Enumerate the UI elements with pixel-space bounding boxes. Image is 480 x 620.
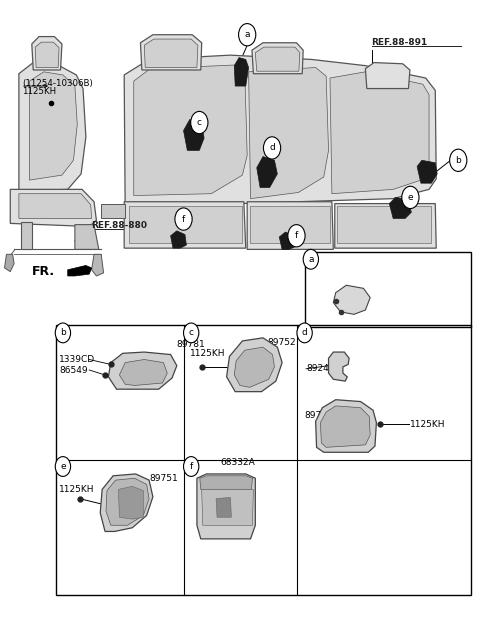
Polygon shape — [330, 72, 429, 193]
Polygon shape — [10, 189, 96, 226]
Polygon shape — [32, 37, 62, 70]
Polygon shape — [333, 285, 370, 314]
Text: REF.88-891: REF.88-891 — [372, 38, 428, 47]
Text: 1339CD: 1339CD — [59, 355, 95, 364]
Polygon shape — [68, 265, 92, 276]
Polygon shape — [120, 360, 167, 386]
Polygon shape — [29, 72, 77, 180]
Text: FR.: FR. — [32, 265, 55, 278]
Polygon shape — [316, 400, 376, 452]
Polygon shape — [21, 222, 32, 249]
Text: c: c — [197, 118, 202, 127]
Circle shape — [191, 112, 208, 134]
Text: 1125KH: 1125KH — [190, 349, 225, 358]
Polygon shape — [35, 42, 59, 68]
Circle shape — [183, 456, 199, 476]
Circle shape — [450, 149, 467, 172]
Text: a: a — [244, 30, 250, 39]
Text: b: b — [60, 329, 66, 337]
Text: e: e — [60, 462, 66, 471]
Circle shape — [55, 323, 71, 343]
Polygon shape — [234, 58, 249, 86]
Polygon shape — [183, 120, 204, 151]
Text: d: d — [269, 143, 275, 153]
Polygon shape — [336, 206, 432, 243]
Polygon shape — [321, 406, 370, 448]
Text: 68332A: 68332A — [220, 458, 255, 467]
Circle shape — [288, 224, 305, 247]
Text: b: b — [456, 156, 461, 165]
Polygon shape — [75, 224, 99, 249]
Text: f: f — [295, 231, 298, 241]
Polygon shape — [335, 203, 436, 248]
Polygon shape — [144, 39, 198, 68]
Circle shape — [239, 24, 256, 46]
Polygon shape — [134, 65, 247, 195]
Text: f: f — [190, 462, 193, 471]
Text: d: d — [302, 329, 308, 337]
Text: 1125KH: 1125KH — [59, 485, 95, 494]
Circle shape — [183, 323, 199, 343]
Circle shape — [264, 137, 281, 159]
Polygon shape — [92, 254, 104, 276]
Polygon shape — [197, 474, 255, 539]
Polygon shape — [119, 486, 144, 519]
Polygon shape — [100, 474, 153, 531]
Polygon shape — [255, 47, 300, 71]
Polygon shape — [202, 489, 253, 525]
Text: 86549: 86549 — [396, 303, 424, 311]
Polygon shape — [365, 63, 410, 89]
Polygon shape — [389, 197, 411, 218]
Polygon shape — [247, 202, 333, 249]
Polygon shape — [200, 476, 252, 489]
Polygon shape — [257, 157, 277, 187]
Polygon shape — [279, 232, 295, 249]
Polygon shape — [216, 497, 231, 517]
Polygon shape — [141, 35, 202, 70]
Polygon shape — [106, 478, 149, 525]
Text: e: e — [408, 193, 413, 202]
FancyBboxPatch shape — [305, 252, 471, 327]
Circle shape — [55, 456, 71, 476]
Text: REF.88-880: REF.88-880 — [91, 221, 147, 231]
Polygon shape — [227, 338, 282, 392]
Text: 89752: 89752 — [268, 339, 296, 347]
Circle shape — [303, 249, 319, 269]
Text: a: a — [308, 255, 313, 264]
Polygon shape — [170, 231, 186, 248]
Text: 89751: 89751 — [149, 474, 178, 483]
Polygon shape — [124, 55, 436, 203]
Text: 1125KH: 1125KH — [22, 87, 56, 96]
Polygon shape — [101, 203, 125, 218]
Polygon shape — [4, 254, 14, 272]
Text: 89244: 89244 — [306, 365, 335, 373]
Text: f: f — [182, 215, 185, 224]
Text: (11254-10306B): (11254-10306B) — [22, 79, 93, 88]
Circle shape — [175, 208, 192, 230]
Text: 1339CD: 1339CD — [396, 289, 432, 298]
Polygon shape — [234, 347, 275, 388]
Polygon shape — [252, 43, 303, 74]
Text: c: c — [189, 329, 194, 337]
Polygon shape — [129, 206, 242, 243]
Text: 89782: 89782 — [317, 261, 345, 270]
Text: 1125KH: 1125KH — [410, 420, 445, 429]
Text: 89781: 89781 — [177, 340, 205, 349]
Circle shape — [297, 323, 312, 343]
Circle shape — [402, 186, 419, 208]
Text: 86549: 86549 — [59, 366, 88, 374]
Polygon shape — [328, 352, 349, 381]
Polygon shape — [19, 63, 86, 191]
Polygon shape — [250, 206, 330, 243]
Polygon shape — [417, 161, 437, 183]
Polygon shape — [108, 352, 177, 389]
Polygon shape — [19, 193, 92, 218]
Polygon shape — [124, 202, 246, 248]
Text: 89720A: 89720A — [305, 410, 339, 420]
Polygon shape — [249, 68, 328, 198]
